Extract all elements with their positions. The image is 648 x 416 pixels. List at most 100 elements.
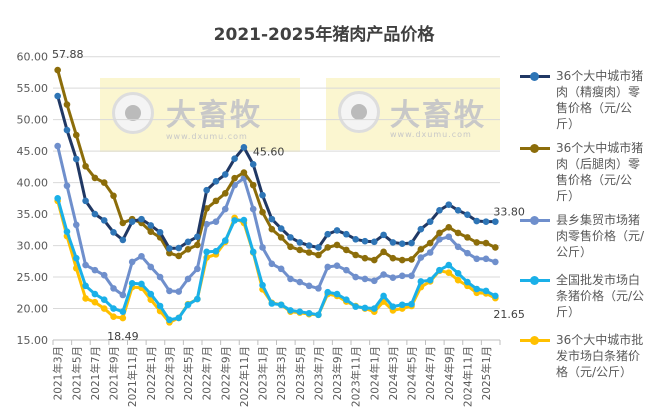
series-line-1	[56, 69, 496, 262]
data-point	[343, 266, 350, 274]
data-point	[408, 300, 415, 308]
y-tick-label: 35.00	[17, 208, 49, 221]
data-point	[91, 210, 99, 218]
data-point	[72, 254, 80, 262]
data-point	[380, 248, 387, 256]
data-point	[119, 236, 127, 244]
data-point	[408, 256, 415, 263]
data-point	[324, 288, 332, 296]
data-point	[464, 211, 471, 219]
legend-item: 36个大中城市猪肉（后腿肉）零售价格（元/公斤）	[516, 140, 648, 204]
data-point	[417, 254, 425, 261]
logo-icon	[112, 92, 154, 134]
data-label: 21.65	[493, 308, 525, 321]
data-point	[221, 205, 229, 213]
data-point	[445, 224, 453, 231]
x-tick-label: 2021年11月	[126, 346, 139, 407]
data-point	[82, 282, 89, 290]
data-point	[100, 296, 108, 304]
data-point	[221, 237, 229, 244]
data-point	[436, 229, 443, 237]
data-point	[454, 269, 462, 277]
legend-item: 36个大中城市猪肉（精瘦肉）零售价格（元/公斤）	[516, 68, 648, 132]
data-point	[277, 234, 285, 241]
data-point	[221, 171, 229, 178]
data-point	[324, 263, 332, 271]
data-point	[175, 252, 183, 260]
data-point	[119, 219, 127, 227]
data-point	[82, 197, 89, 205]
data-point	[240, 169, 248, 176]
data-point	[380, 231, 387, 239]
data-point	[352, 273, 359, 281]
legend-marker	[530, 336, 539, 345]
data-point	[380, 271, 387, 278]
y-tick-label: 40.00	[17, 177, 49, 190]
data-point	[259, 244, 266, 251]
data-point	[54, 195, 61, 202]
data-point	[91, 298, 99, 306]
x-tick-label: 2022年9月	[219, 346, 232, 400]
data-point	[352, 251, 359, 259]
data-point	[333, 227, 341, 234]
data-point	[305, 282, 313, 290]
data-point	[184, 301, 192, 309]
legend-marker	[530, 216, 539, 225]
data-point	[389, 254, 397, 262]
data-point	[324, 230, 332, 238]
data-point	[370, 256, 378, 264]
x-tick-label: 2023年5月	[294, 346, 307, 400]
data-point	[426, 276, 434, 284]
data-point	[175, 288, 183, 295]
data-point	[194, 295, 201, 303]
data-point	[277, 265, 285, 273]
data-point	[212, 178, 220, 185]
watermark-brand: 大畜牧	[166, 98, 262, 133]
y-tick-label: 20.00	[17, 303, 49, 316]
x-tick-label: 2021年3月	[52, 346, 65, 400]
data-point	[138, 280, 145, 288]
data-point	[63, 228, 71, 236]
x-tick-label: 2022年7月	[201, 346, 214, 400]
chart-title: 2021-2025年猪肉产品价格	[213, 25, 435, 45]
data-point	[352, 235, 359, 243]
legend-label: 36个大中城市猪肉（后腿肉）零售价格（元/公斤）	[556, 141, 644, 203]
data-point	[240, 144, 248, 151]
data-point	[268, 260, 276, 268]
data-point	[333, 262, 341, 270]
data-point	[436, 207, 443, 214]
data-point	[72, 155, 80, 163]
y-tick-label: 30.00	[17, 240, 49, 253]
data-point	[315, 311, 322, 319]
data-point	[156, 229, 164, 236]
data-point	[166, 287, 173, 295]
data-point	[482, 239, 490, 247]
data-point	[138, 215, 145, 223]
data-point	[54, 142, 61, 150]
data-point	[473, 255, 481, 263]
data-point	[231, 155, 238, 162]
x-tick-label: 2024年9月	[443, 346, 456, 400]
data-point	[166, 249, 173, 257]
data-point	[128, 280, 136, 287]
data-point	[324, 244, 332, 251]
data-point	[147, 290, 155, 298]
x-tick-label: 2024年3月	[387, 346, 400, 400]
data-point	[110, 285, 117, 292]
data-point	[287, 234, 294, 241]
data-point	[454, 243, 462, 251]
data-point	[464, 234, 471, 241]
data-point	[147, 263, 155, 271]
data-point	[231, 174, 238, 182]
data-point	[249, 248, 257, 256]
data-point	[315, 285, 322, 292]
watermark-brand: 大畜牧	[390, 98, 486, 133]
data-point	[110, 192, 117, 200]
logo-icon	[338, 91, 380, 133]
data-point	[240, 216, 248, 224]
data-point	[445, 233, 453, 241]
data-point	[100, 271, 108, 279]
legend-label: 36个大中城市猪肉（精瘦肉）零售价格（元/公斤）	[556, 69, 644, 131]
x-tick-label: 2025年1月	[480, 346, 493, 400]
data-point	[119, 308, 127, 315]
